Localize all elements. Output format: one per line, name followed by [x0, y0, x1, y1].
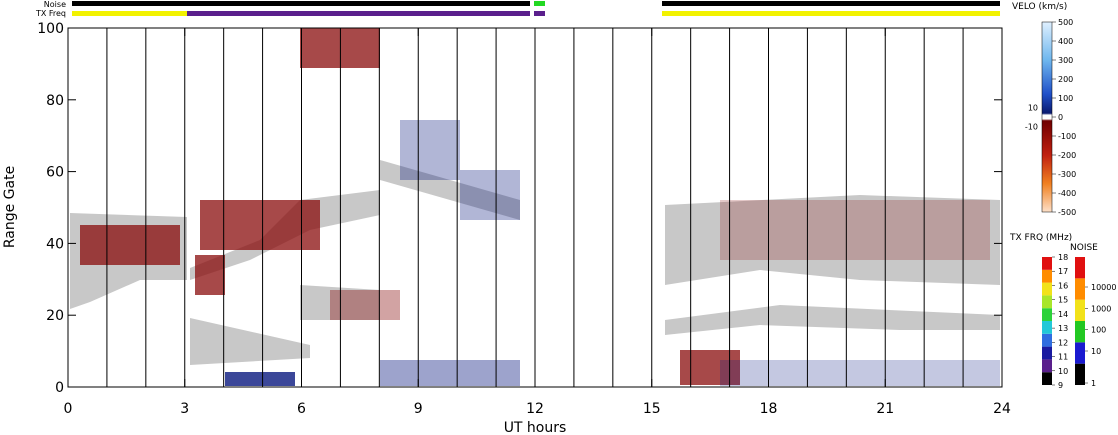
txfreq-band	[1042, 295, 1052, 309]
noise-tick-label: 1000	[1091, 304, 1111, 313]
scatter-layout	[70, 160, 1000, 365]
y-axis-label: Range Gate	[2, 166, 18, 248]
y-tick-label: 20	[46, 308, 64, 324]
x-tick-label: 24	[993, 401, 1011, 417]
txfreq-band	[1042, 269, 1052, 283]
txfreq-tick-label: 16	[1058, 281, 1068, 290]
noise-tick-label: 1	[1091, 379, 1096, 388]
noise-band	[1075, 278, 1085, 300]
velo-tick-label: -100	[1058, 132, 1076, 141]
velo-tick-label: 200	[1058, 75, 1073, 84]
txfreq-band	[1042, 372, 1052, 385]
x-tick-label: 21	[876, 401, 894, 417]
noise-band	[1075, 321, 1085, 343]
velo-ground-label: -10	[1025, 123, 1038, 132]
velo-colorbar	[1041, 21, 1053, 213]
scatter-layout	[80, 28, 990, 385]
velo-tick-label: 300	[1058, 56, 1073, 65]
txfreq-title: TX FRQ (MHz)	[1009, 233, 1072, 243]
txfreq-band	[1042, 333, 1052, 347]
txfreq-band	[1042, 257, 1052, 270]
y-tick-label: 100	[37, 21, 64, 37]
velo-tick-label: 100	[1058, 94, 1073, 103]
noise-title: NOISE	[1070, 243, 1098, 253]
status-bars	[72, 1, 1000, 16]
noise-band	[1075, 342, 1085, 364]
txfreq-tick-label: 11	[1058, 353, 1068, 362]
noise-band	[1075, 363, 1085, 385]
velo-title: VELO (km/s)	[1012, 2, 1067, 12]
velo-tick-label: -200	[1058, 151, 1076, 160]
txfreq-tick-label: 13	[1058, 324, 1068, 333]
txfreq-tick-label: 12	[1058, 338, 1068, 347]
noise-label: Noise	[44, 0, 66, 9]
x-tick-label: 0	[64, 401, 73, 417]
velo-ground-label: 10	[1028, 104, 1038, 113]
noise-band	[1075, 257, 1085, 279]
velo-tick-label: -400	[1058, 189, 1076, 198]
y-tick-label: 40	[46, 236, 64, 252]
noise-tick-label: 100	[1091, 326, 1106, 335]
x-tick-label: 9	[414, 401, 423, 417]
txfreq-tick-label: 18	[1058, 253, 1068, 262]
txfreq-band	[1042, 359, 1052, 373]
x-tick-label: 15	[643, 401, 661, 417]
scatter-layout	[225, 120, 1000, 386]
x-tick-label: 12	[526, 401, 544, 417]
txfreq-band	[1042, 346, 1052, 360]
x-axis-label: UT hours	[504, 420, 567, 435]
velo-tick-label: 0	[1058, 113, 1063, 122]
txfreq-tick-label: 14	[1058, 310, 1068, 319]
txfreq-tick-label: 10	[1058, 367, 1068, 376]
velo-tick-label: -500	[1058, 208, 1076, 217]
txfreq-band	[1042, 308, 1052, 321]
txfreq-band	[1042, 282, 1052, 296]
noise-tick-label: 10000	[1091, 283, 1116, 292]
x-tick-label: 3	[180, 401, 189, 417]
velo-tick-label: -300	[1058, 170, 1076, 179]
noise-band	[1075, 299, 1085, 321]
txfreq-tick-label: 17	[1058, 267, 1068, 276]
x-tick-label: 18	[760, 401, 778, 417]
y-tick-label: 80	[46, 93, 64, 109]
txfreq-band	[1042, 321, 1052, 334]
txfreq-label: TX Freq	[35, 9, 66, 18]
velo-tick-label: 500	[1058, 18, 1073, 27]
y-tick-label: 0	[55, 380, 64, 396]
txfreq-tick-label: 9	[1058, 381, 1063, 390]
hour-lines	[106, 28, 964, 387]
velo-tick-label: 400	[1058, 37, 1073, 46]
y-tick-label: 60	[46, 165, 64, 181]
x-tick-label: 6	[297, 401, 306, 417]
txfreq-tick-label: 15	[1058, 296, 1068, 305]
noise-tick-label: 10	[1091, 347, 1101, 356]
